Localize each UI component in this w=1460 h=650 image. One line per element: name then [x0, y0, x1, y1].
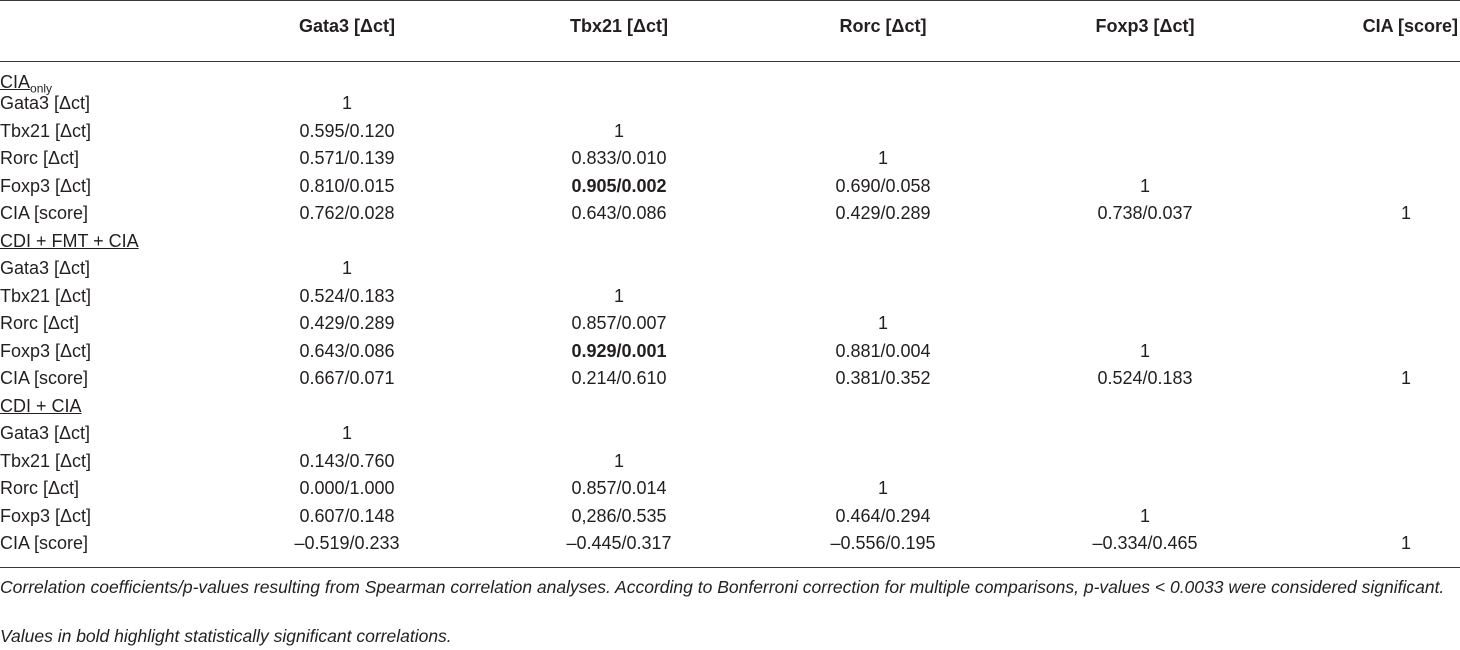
- table-cell: 1: [1139, 341, 1150, 361]
- table-cell: 0.833/0.010: [571, 148, 667, 168]
- row-label: Foxp3 [Δct]: [0, 176, 92, 196]
- table-bottom-rule: [0, 567, 1460, 568]
- table-cell: 0.762/0.028: [299, 203, 395, 223]
- table-cell: 1: [1400, 203, 1411, 223]
- row-label: Gata3 [Δct]: [0, 258, 91, 278]
- table-cell: 0.881/0.004: [835, 341, 931, 361]
- table-cell: –0.556/0.195: [830, 533, 936, 553]
- table-cell: 1: [1400, 533, 1411, 553]
- table-cell: 0.429/0.289: [835, 203, 931, 223]
- table-cell: 0.607/0.148: [299, 506, 395, 526]
- table-cell: 0.810/0.015: [299, 176, 395, 196]
- group-label-cdi-fmt-cia: CDI + FMT + CIA: [0, 231, 139, 251]
- row-label: Tbx21 [Δct]: [0, 121, 92, 141]
- table-cell: 0.464/0.294: [835, 506, 931, 526]
- table-cell: 1: [1139, 506, 1150, 526]
- table-cell: 1: [341, 93, 352, 113]
- footnote-bold-values: Values in bold highlight statistically s…: [0, 626, 452, 646]
- row-label: CIA [score]: [0, 368, 89, 388]
- table-cell: 0.595/0.120: [299, 121, 395, 141]
- table-cell: 0.143/0.760: [299, 451, 395, 471]
- table-cell: 0.690/0.058: [835, 176, 931, 196]
- header-tbx21: Tbx21 [Δct]: [570, 16, 668, 36]
- table-cell: 0.738/0.037: [1097, 203, 1193, 223]
- row-label: CIA [score]: [0, 533, 89, 553]
- table-cell: 1: [613, 451, 624, 471]
- group-label-cdi-cia: CDI + CIA: [0, 396, 82, 416]
- table-cell: 1: [1139, 176, 1150, 196]
- table-cell: 1: [877, 148, 888, 168]
- footnote-correlation: Correlation coefficients/p-values result…: [0, 577, 1445, 597]
- table-cell: 0.643/0.086: [571, 203, 667, 223]
- table-cell: 1: [877, 478, 888, 498]
- table-cell: 0.000/1.000: [299, 478, 395, 498]
- row-label: Gata3 [Δct]: [0, 423, 91, 443]
- table-cell: 0,286/0.535: [571, 506, 667, 526]
- header-rorc: Rorc [Δct]: [839, 16, 927, 36]
- table-cell: 1: [1400, 368, 1411, 388]
- table-top-rule: [0, 0, 1460, 1]
- row-label: Rorc [Δct]: [0, 148, 80, 168]
- header-rule: [0, 61, 1460, 62]
- table-cell: 1: [613, 121, 624, 141]
- row-label: Tbx21 [Δct]: [0, 286, 92, 306]
- row-label: CIA [score]: [0, 203, 89, 223]
- row-label: Foxp3 [Δct]: [0, 506, 92, 526]
- table-cell: 1: [341, 423, 352, 443]
- table-cell: 0.643/0.086: [299, 341, 395, 361]
- table-cell: 1: [341, 258, 352, 278]
- group-label-cia-only: CIAonly: [0, 72, 53, 96]
- header-gata3: Gata3 [Δct]: [299, 16, 395, 36]
- table-cell: 0.667/0.071: [299, 368, 395, 388]
- table-cell: 0.571/0.139: [299, 148, 395, 168]
- row-label: Rorc [Δct]: [0, 313, 80, 333]
- row-label: Foxp3 [Δct]: [0, 341, 92, 361]
- row-label: Tbx21 [Δct]: [0, 451, 92, 471]
- table-cell: –0.334/0.465: [1092, 533, 1198, 553]
- table-cell-significant: 0.905/0.002: [571, 176, 667, 196]
- table-cell: 0.524/0.183: [1097, 368, 1193, 388]
- table-cell: 0.524/0.183: [299, 286, 395, 306]
- table-cell: 0.429/0.289: [299, 313, 395, 333]
- table-cell: 0.857/0.007: [571, 313, 667, 333]
- table-cell: 0.857/0.014: [571, 478, 667, 498]
- row-label: Rorc [Δct]: [0, 478, 80, 498]
- table-cell-significant: 0.929/0.001: [571, 341, 667, 361]
- table-cell: 0.381/0.352: [835, 368, 931, 388]
- table-cell: –0.445/0.317: [566, 533, 672, 553]
- table-cell: 0.214/0.610: [571, 368, 667, 388]
- row-label: Gata3 [Δct]: [0, 93, 91, 113]
- header-cia-score: CIA [score]: [1362, 16, 1458, 36]
- table-cell: 1: [877, 313, 888, 333]
- table-cell: 1: [613, 286, 624, 306]
- table-cell: –0.519/0.233: [294, 533, 400, 553]
- header-foxp3: Foxp3 [Δct]: [1095, 16, 1195, 36]
